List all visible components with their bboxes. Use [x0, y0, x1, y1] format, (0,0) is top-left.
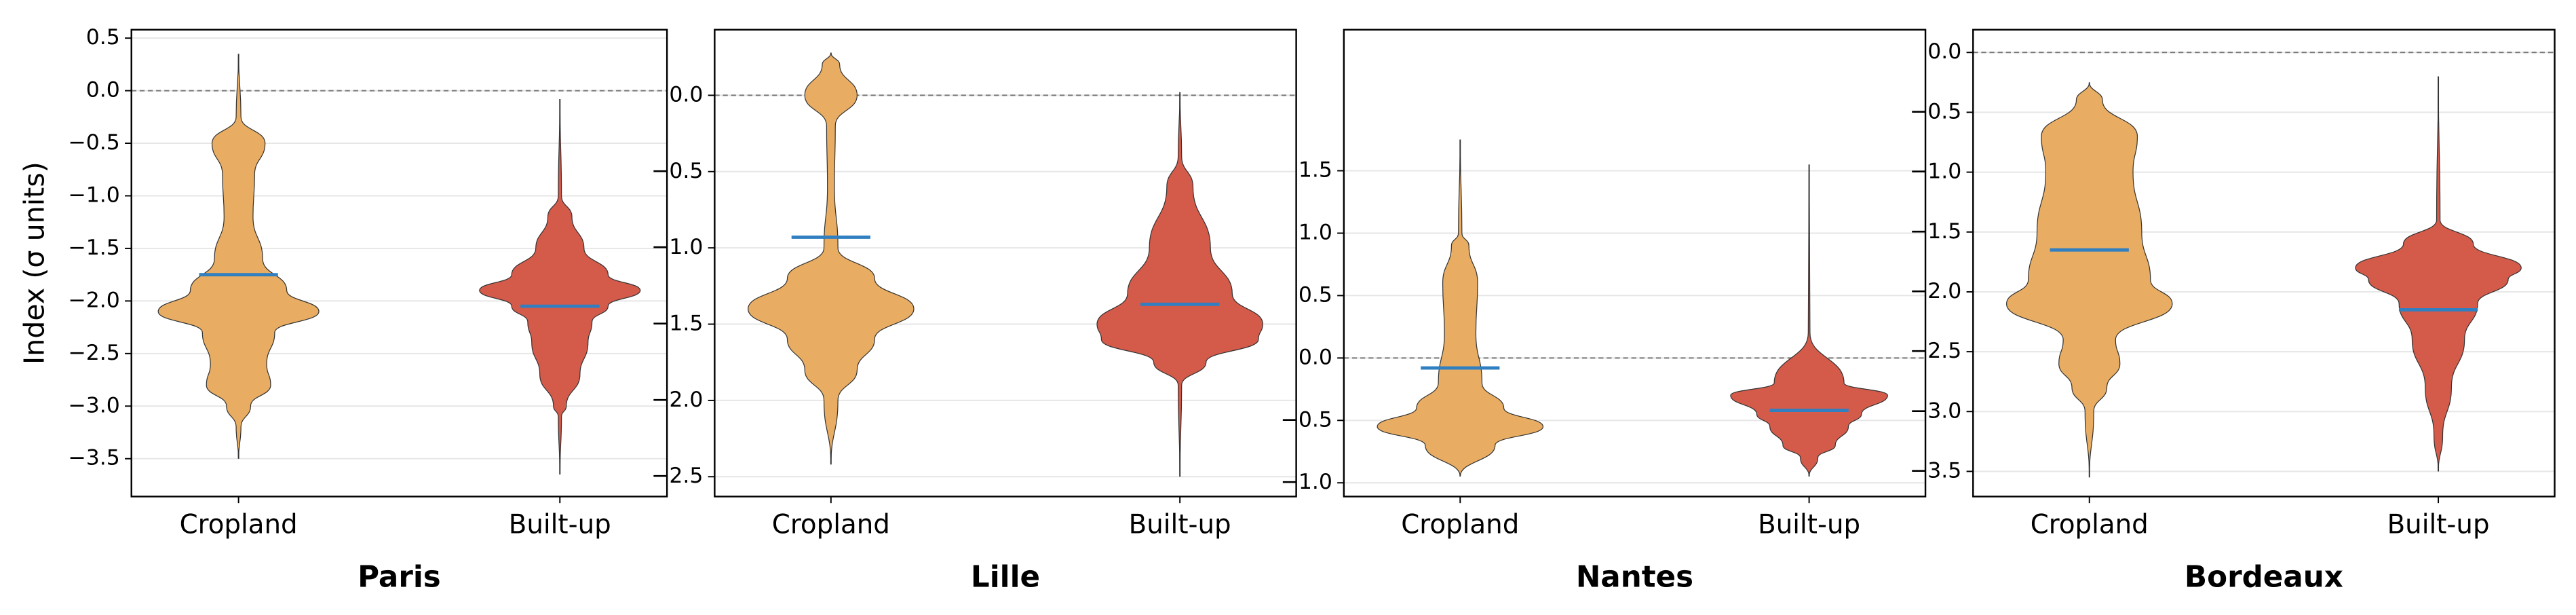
y-tick-label: −2.5	[1910, 339, 1961, 363]
plot-frame	[130, 29, 668, 498]
y-tick-label: −3.5	[1910, 458, 1961, 483]
y-tick-label: −3.0	[1910, 398, 1961, 423]
y-tick-label: −1.0	[651, 235, 703, 259]
violin	[1377, 139, 1544, 477]
plot-frame	[1972, 29, 2556, 498]
y-tick-label: −2.0	[651, 388, 703, 412]
y-tick-label: −3.0	[68, 393, 119, 417]
x-tick-label: Cropland	[772, 510, 890, 540]
plot-frame	[714, 29, 1297, 498]
chart-title: Lille	[971, 561, 1040, 595]
y-tick-label: −0.5	[1910, 99, 1961, 124]
y-tick-label: 1.5	[1299, 158, 1332, 183]
chart-title: Bordeaux	[2185, 561, 2343, 595]
violin	[2005, 82, 2173, 478]
y-tick-label: −1.5	[68, 236, 119, 260]
violin	[748, 52, 915, 465]
y-tick-label: −0.5	[68, 130, 119, 155]
y-tick-label: 0.0	[669, 82, 703, 107]
y-tick-label: −1.0	[68, 183, 119, 207]
x-tick-label: Built-up	[1758, 510, 1860, 540]
y-tick-label: −1.5	[651, 312, 703, 336]
y-tick-label: −0.5	[651, 159, 703, 183]
y-tick-label: −1.0	[1910, 160, 1961, 184]
y-tick-label: −1.5	[1910, 219, 1961, 244]
x-tick-label: Cropland	[180, 510, 298, 540]
y-tick-label: 1.0	[1299, 220, 1332, 244]
plot-frame	[1343, 29, 1927, 498]
y-tick-label: 0.5	[1299, 282, 1332, 307]
violin	[479, 98, 641, 474]
y-tick-label: −1.0	[1280, 470, 1332, 494]
x-tick-label: Cropland	[1401, 510, 1519, 540]
y-tick-label: 0.0	[86, 78, 120, 102]
x-tick-label: Built-up	[509, 510, 611, 540]
violin	[1730, 164, 1888, 477]
x-tick-label: Built-up	[2387, 510, 2490, 540]
y-tick-label: −2.0	[1910, 279, 1961, 303]
y-tick-label: 0.5	[86, 25, 120, 50]
chart-title: Nantes	[1576, 561, 1693, 595]
violin	[157, 54, 320, 459]
y-tick-label: 0.0	[1299, 345, 1332, 369]
y-axis-label: Index (σ units)	[18, 162, 50, 365]
violin	[1096, 92, 1263, 477]
x-tick-label: Cropland	[2031, 510, 2149, 540]
x-tick-label: Built-up	[1129, 510, 1231, 540]
y-tick-label: −2.5	[651, 464, 703, 488]
chart-title: Paris	[358, 561, 441, 595]
y-tick-label: −3.5	[68, 446, 119, 470]
y-tick-label: −2.5	[68, 341, 119, 365]
y-tick-label: 0.0	[1927, 39, 1961, 64]
y-tick-label: −0.5	[1280, 407, 1332, 432]
y-tick-label: −2.0	[68, 288, 119, 312]
